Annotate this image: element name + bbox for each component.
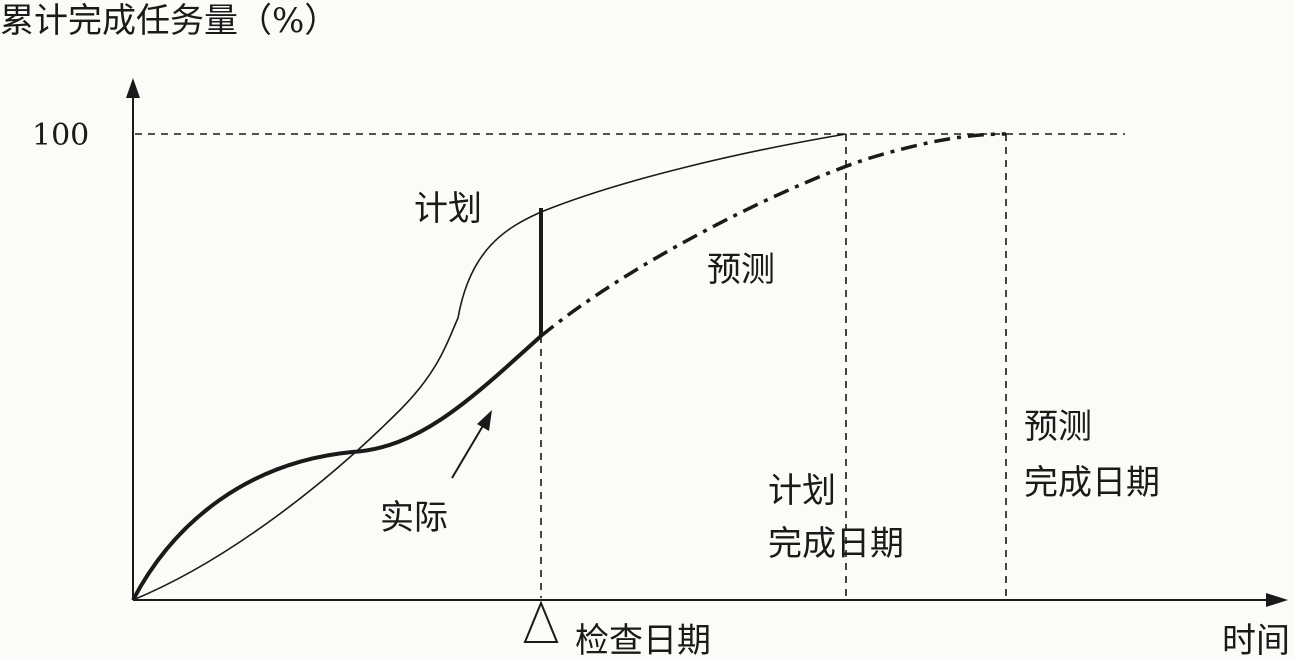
forecast-completion-label-line1: 预测	[1024, 407, 1092, 447]
plan-completion-label-line2: 完成日期	[768, 524, 904, 564]
axes	[126, 78, 1288, 607]
y-axis-arrow-icon	[126, 78, 140, 98]
actual-label: 实际	[380, 498, 448, 538]
forecast-label: 预测	[707, 250, 775, 290]
y-tick-100: 100	[32, 118, 89, 153]
x-axis-title: 时间	[1222, 621, 1290, 659]
y-axis-title: 累计完成任务量（%）	[0, 1, 338, 41]
plan-completion-label-line1: 计划	[768, 471, 836, 511]
plan-curve	[132, 133, 847, 601]
forecast-curve	[539, 132, 1007, 338]
actual-pointer	[451, 410, 492, 479]
actual-curve	[131, 334, 543, 601]
pointer-line	[451, 423, 485, 479]
plan-label: 计划	[414, 189, 482, 229]
reference-lines	[135, 133, 1125, 598]
pointer-arrowhead-icon	[477, 410, 492, 431]
check-date-label: 检查日期	[575, 621, 711, 659]
check-date-triangle-icon	[523, 600, 559, 643]
forecast-completion-label-line2: 完成日期	[1024, 463, 1160, 503]
x-axis-arrow-icon	[1266, 593, 1288, 607]
